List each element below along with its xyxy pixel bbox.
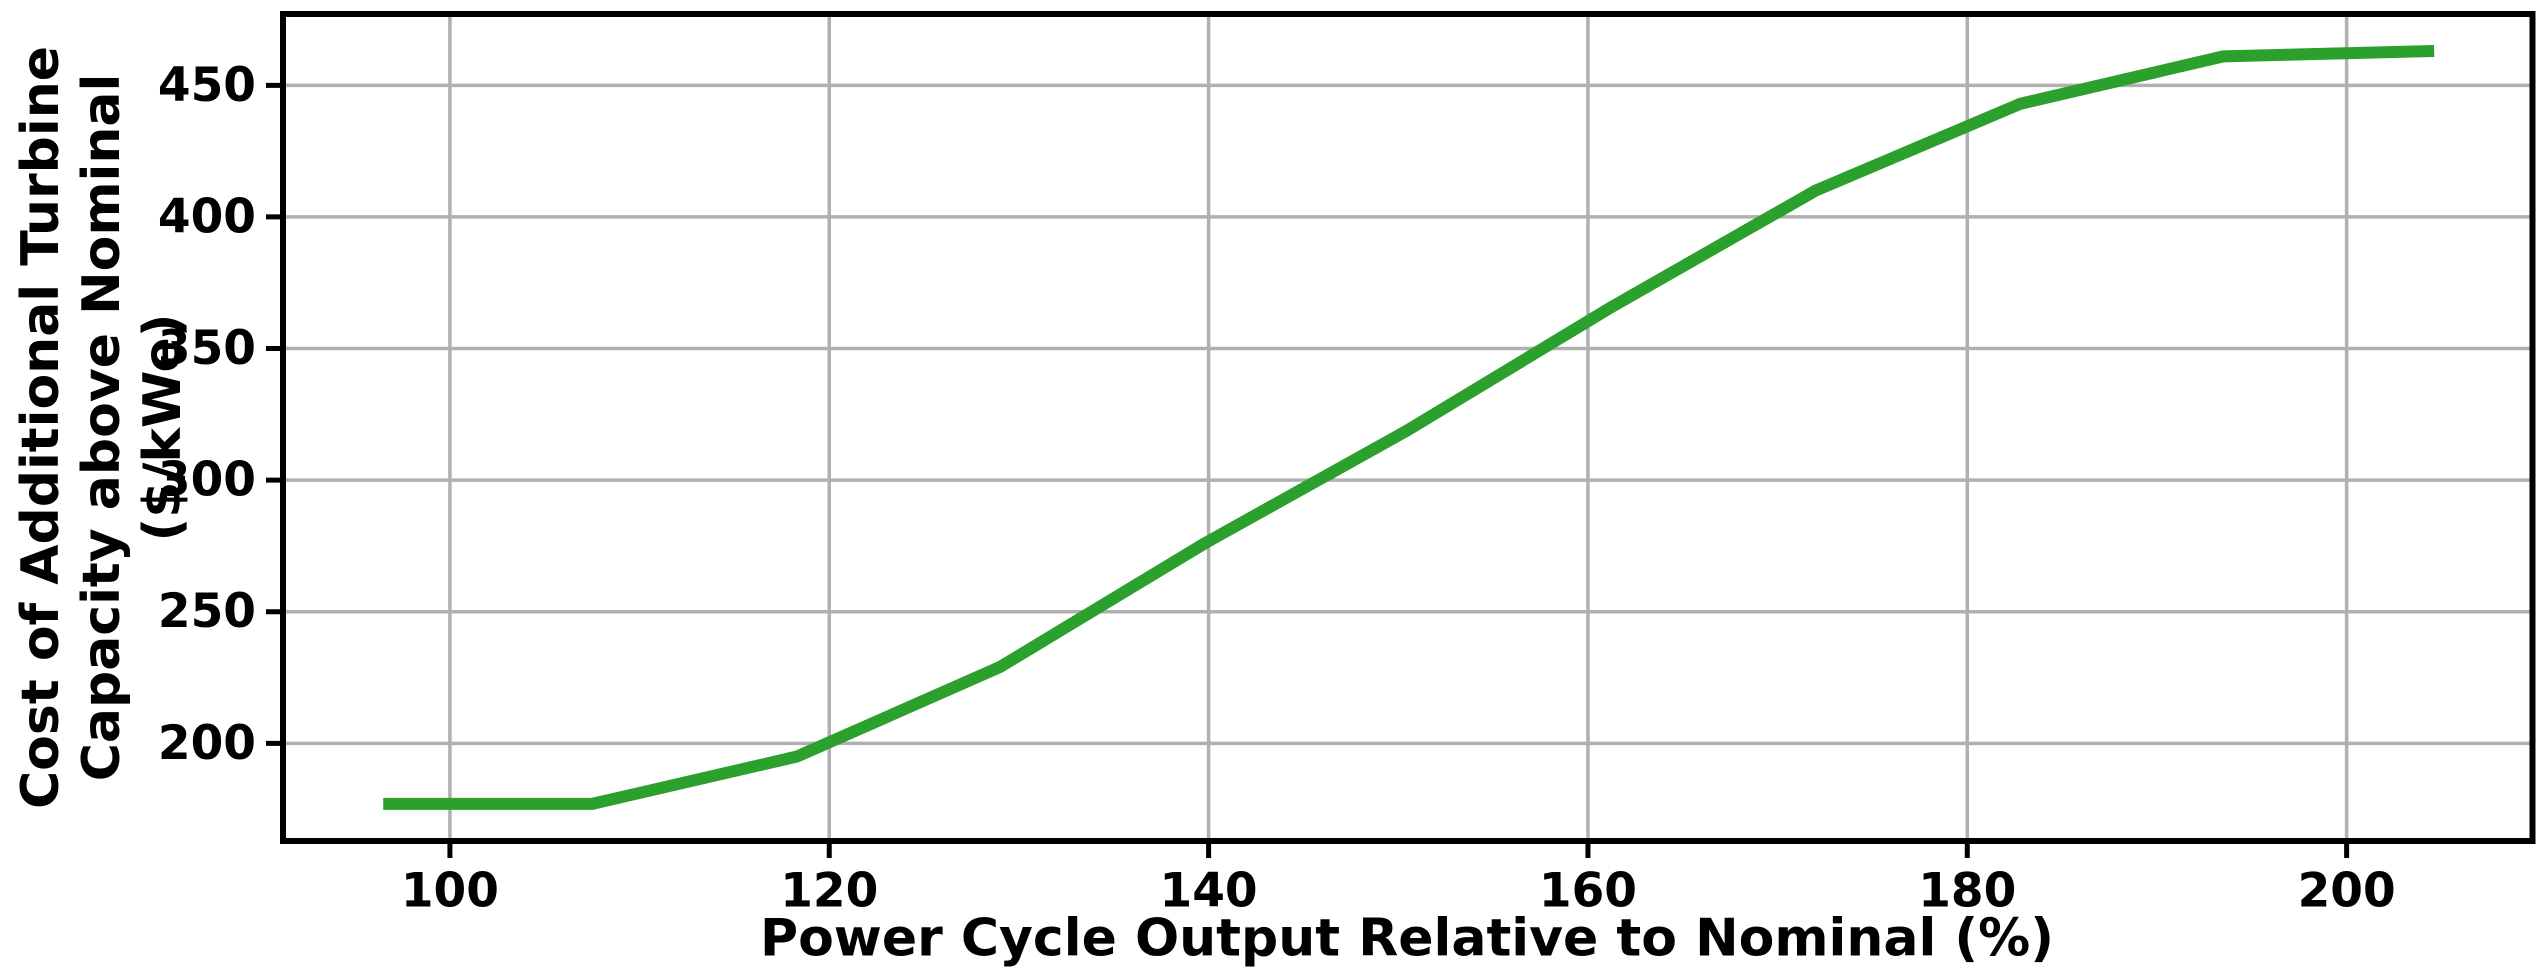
x-tick-label: 100 [401, 863, 499, 918]
plot-dynamic: 100 120 140 160 180 200 200 250 300 350 400 450 [158, 11, 2536, 918]
x-axis-label: Power Cycle Output Relative to Nominal (… [760, 909, 2054, 969]
y-axis-label-line1: Cost of Additional Turbine [11, 46, 71, 809]
plot-border [280, 11, 2536, 844]
x-tick-label: 140 [1160, 863, 1258, 918]
y-tick-label: 300 [158, 453, 256, 508]
x-tick-label: 160 [1539, 863, 1637, 918]
x-tick-label: 200 [2298, 863, 2396, 918]
y-axis-label-line3: ($/kWe) [133, 313, 193, 541]
x-tick-label: 180 [1918, 863, 2016, 918]
y-tick-label: 250 [158, 584, 256, 639]
data-line-series [383, 44, 2435, 810]
y-tick-label: 450 [158, 58, 256, 113]
y-axis-label-line2: Capacity above Nominal [72, 74, 132, 782]
x-tick-label: 120 [780, 863, 878, 918]
y-tick-label: 350 [158, 321, 256, 376]
y-tick-label: 200 [158, 716, 256, 771]
y-tick-label: 400 [158, 189, 256, 244]
